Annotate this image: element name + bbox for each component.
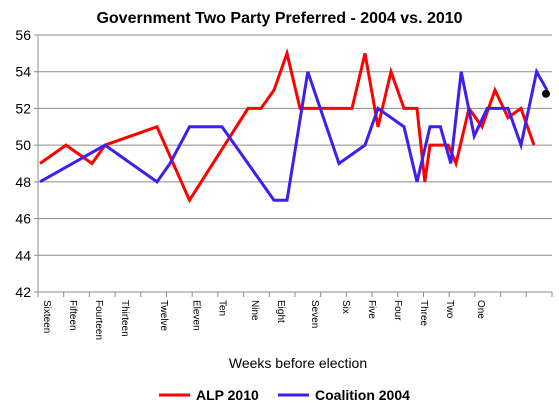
y-tick-label-44: 44 (15, 247, 31, 263)
gridlines (38, 34, 552, 256)
axes (34, 34, 553, 297)
end-point-marker (542, 89, 550, 98)
legend: ALP 2010 Coalition 2004 (159, 387, 410, 403)
x-tick-label-ten: Ten (217, 300, 228, 316)
x-tick-label-fifteen: Fifteen (67, 300, 78, 331)
y-tick-label-46: 46 (15, 211, 31, 227)
x-tick-label-six: Six (340, 300, 351, 314)
x-tick-label-three: Three (418, 300, 429, 327)
legend-label-alp-2010: ALP 2010 (196, 387, 259, 403)
chart-title: Government Two Party Preferred - 2004 vs… (96, 10, 462, 27)
x-tick-label-twelve: Twelve (158, 300, 169, 332)
series-lines (39, 48, 550, 204)
y-tick-labels: 42 44 46 48 50 52 54 56 (15, 27, 31, 300)
y-tick-label-56: 56 (15, 27, 31, 43)
y-tick-label-54: 54 (15, 64, 31, 80)
x-tick-label-one: One (475, 300, 486, 319)
series-line-coalition-2004 (39, 67, 549, 202)
x-tick-label-nine: Nine (249, 300, 260, 321)
x-tick-label-four: Four (392, 300, 403, 321)
x-tick-label-thirteen: Thirteen (119, 300, 130, 337)
series-line-alp-2010 (39, 48, 536, 204)
x-tick-label-fourteen: Fourteen (93, 300, 104, 340)
x-tick-label-eleven: Eleven (191, 300, 202, 331)
x-tick-label-eight: Eight (275, 300, 286, 323)
y-tick-label-42: 42 (15, 284, 31, 300)
x-tick-label-five: Five (366, 300, 377, 319)
legend-label-coalition-2004: Coalition 2004 (315, 387, 410, 403)
x-tick-label-seven: Seven (309, 300, 320, 328)
x-tick-labels: Sixteen Fifteen Fourteen Thirteen Twelve Elev… (41, 300, 486, 340)
x-axis-label: Weeks before election (229, 355, 367, 371)
y-tick-label-48: 48 (15, 174, 31, 190)
y-tick-label-52: 52 (15, 100, 31, 116)
x-tick-label-sixteen: Sixteen (41, 300, 52, 333)
x-tick-label-two: Two (444, 300, 455, 319)
y-tick-label-50: 50 (15, 137, 31, 153)
